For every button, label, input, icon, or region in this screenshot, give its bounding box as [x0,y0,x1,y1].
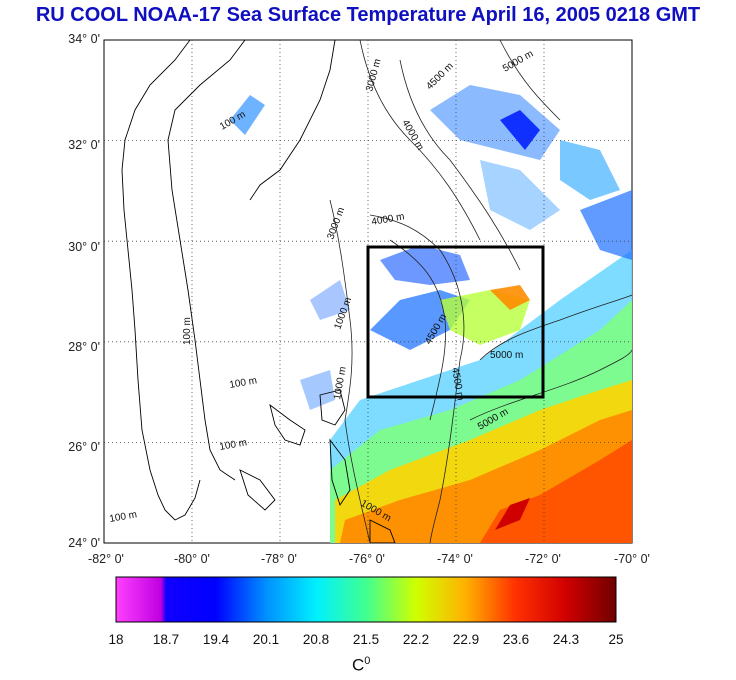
study-area-box [366,245,545,399]
colorbar-tick-label: 22.2 [402,632,430,647]
colorbar-tick-label: 23.6 [502,632,530,647]
colorbar-tick-label: 18 [108,632,124,647]
contour-label: 100 m [182,317,193,345]
lat-label: 26° 0' [68,440,100,454]
contour-label: 100 m [219,437,248,453]
contour-label: 5000 m [490,350,523,361]
lon-label: -70° 0' [614,552,650,566]
contour-label: 100 m [229,375,258,391]
map-title: RU COOL NOAA-17 Sea Surface Temperature … [35,4,701,26]
lon-label: -72° 0' [525,552,561,566]
colorbar-tick-label: 21.5 [352,632,380,647]
lat-label: 34° 0' [68,32,100,46]
lat-label: 28° 0' [68,340,100,354]
colorbar [115,576,617,623]
colorbar-tick-label: 25 [608,632,624,647]
colorbar-tick-label: 19.4 [202,632,230,647]
colorbar-tick-label: 22.9 [452,632,480,647]
colorbar-tick-label: 18.7 [152,632,180,647]
coastline [104,39,336,521]
contour-label: 100 m [109,509,138,525]
lon-label: -76° 0' [349,552,385,566]
colorbar-tick-label: 20.1 [252,632,280,647]
lat-label: 32° 0' [68,138,100,152]
colorbar-tick-label: 24.3 [552,632,580,647]
lon-label: -74° 0' [437,552,473,566]
lat-label: 30° 0' [68,240,100,254]
lon-label: -80° 0' [174,552,210,566]
colorbar-unit: C0 [352,655,371,675]
lon-label: -82° 0' [88,552,124,566]
bathymetry-contours [329,39,633,544]
lat-label: 24° 0' [68,536,100,550]
bahamas-islands [239,389,396,544]
colorbar-tick-label: 20.8 [302,632,330,647]
lon-label: -78° 0' [261,552,297,566]
